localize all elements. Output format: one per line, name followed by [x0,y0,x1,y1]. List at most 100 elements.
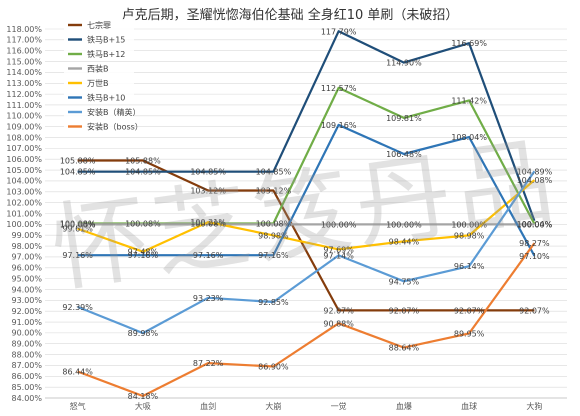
y-tick-label: 90.00% [11,329,42,338]
data-label: 96.14% [454,262,485,271]
x-tick-label: 怒气 [70,401,86,411]
data-label: 97.48% [128,248,159,257]
data-label: 100.08% [190,219,226,228]
data-label: 112.57% [321,84,357,93]
legend-label: 铁马B+15 [87,35,125,45]
y-axis: 84.00% 85.00% 86.00% 87.00% 88.00%89.00% 90.0… [6,25,42,403]
data-label: 86.44% [62,368,93,377]
data-label: 111.42% [451,96,487,105]
y-tick-label: 89.00% [11,340,42,349]
data-label: 103.12% [190,186,226,195]
y-tick-label: 102.00% [6,198,42,207]
data-label: 90.88% [323,319,354,328]
y-tick-label: 115.00% [6,57,42,66]
data-label: 94.75% [389,277,420,286]
data-label: 98.27% [519,239,550,248]
y-tick-label: 94.00% [11,285,42,294]
y-tick-label: 104.00% [6,177,42,186]
data-label: 104.85% [60,168,96,177]
y-tick-label: 91.00% [11,318,42,327]
y-tick-label: 117.00% [6,36,42,45]
x-axis: 怒气 大吸 血剑 大崩 一觉 血爆 血球 大狗 [45,397,567,411]
gridlines [45,28,567,399]
y-tick-label: 103.00% [6,188,42,197]
data-label: 97.16% [258,251,289,260]
data-label: 89.95% [454,329,485,338]
data-label: 100.04% [517,220,553,229]
data-label: 109.81% [386,114,422,123]
data-label: 92.85% [258,298,289,307]
legend-background [64,62,134,75]
y-tick-label: 99.00% [11,231,42,240]
y-tick-label: 106.00% [6,155,42,164]
y-tick-label: 107.00% [6,144,42,153]
y-tick-label: 96.00% [11,264,42,273]
data-label: 114.90% [386,59,422,68]
y-tick-label: 113.00% [6,79,42,88]
y-tick-label: 87.00% [11,361,42,370]
data-label: 92.07% [323,306,354,315]
data-label: 84.18% [128,392,159,401]
y-tick-label: 98.00% [11,242,42,251]
data-label: 100.00% [60,220,96,229]
y-tick-label: 95.00% [11,274,42,283]
data-label: 100.08% [125,219,161,228]
data-label: 100.00% [451,220,487,229]
data-label: 93.23% [193,294,224,303]
data-label: 105.88% [125,157,161,166]
data-label: 100.08% [60,219,96,228]
y-tick-label: 100.00% [6,220,42,229]
data-label: 104.89% [517,167,553,176]
y-tick-label: 116.00% [6,47,42,56]
data-label: 98.98% [454,231,485,240]
legend-label: 西装B [87,64,109,74]
data-label: 116.69% [451,39,487,48]
data-label: 88.64% [389,344,420,353]
series-line [77,179,536,253]
data-label: 117.79% [321,27,357,36]
y-tick-label: 110.00% [6,112,42,121]
series-line [77,123,536,257]
series-lines [77,30,536,398]
legend-background [64,19,134,31]
data-label: 97.14% [323,251,354,260]
legend-label: 七宗罪 [87,20,111,30]
data-label: 108.04% [451,133,487,142]
data-label: 92.07% [389,306,420,315]
x-tick-label: 大吸 [135,401,151,411]
data-label: 104.85% [125,168,161,177]
data-label: 92.07% [454,306,485,315]
series-line [77,30,536,222]
legend-label: 安装B（boss） [87,122,143,132]
data-label: 98.98% [258,231,289,240]
data-label: 97.10% [519,252,550,261]
data-label: 100.21% [190,218,226,227]
series-line [77,159,535,312]
data-label: 87.22% [193,359,224,368]
data-label: 97.69% [323,245,354,254]
data-label: 97.16% [128,251,159,260]
legend-background [64,48,134,60]
data-label: 100.00% [321,220,357,229]
legend-background [64,120,134,133]
data-label: 103.12% [256,186,292,195]
data-label: 89.98% [128,329,159,338]
x-tick-label: 大崩 [265,401,281,411]
y-tick-label: 105.00% [6,166,42,175]
data-label: 92.07% [519,306,550,315]
data-label: 109.16% [321,121,357,130]
legend-label: 安装B（精英） [87,107,141,117]
x-tick-label: 大狗 [526,401,542,411]
data-label: 100.00% [386,220,422,229]
x-tick-label: 血爆 [396,401,412,411]
y-tick-label: 118.00% [6,25,42,34]
legend-label: 万世B [87,78,109,88]
y-tick-label: 101.00% [6,209,42,218]
y-tick-label: 111.00% [6,101,42,110]
chart-title: 卢克后期，圣耀恍惚海伯伦基础 全身红10 单刷（未破招） [122,7,459,23]
y-tick-label: 93.00% [11,296,42,305]
x-tick-label: 一觉 [331,401,347,411]
y-tick-label: 109.00% [6,122,42,131]
series-line [77,242,536,398]
